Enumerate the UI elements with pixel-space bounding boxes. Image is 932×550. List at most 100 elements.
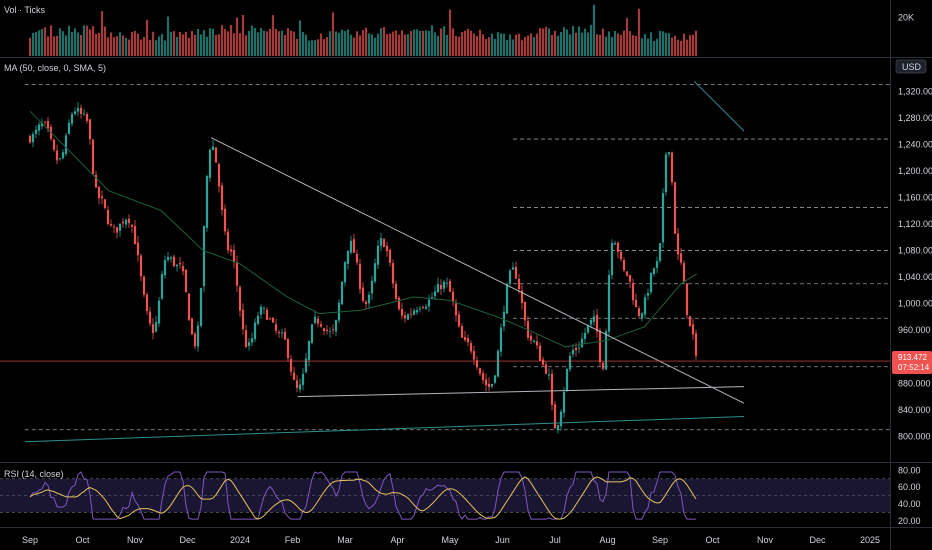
- volume-bar: [619, 34, 623, 56]
- candle-body: [655, 261, 659, 268]
- price-axis[interactable]: 1,320.000 1,280.000 1,240.000 1,200.000 1,16…: [898, 86, 932, 441]
- volume-bar: [73, 28, 77, 56]
- volume-bar: [304, 34, 308, 56]
- time-tick-label: Dec: [809, 535, 826, 545]
- volume-bar: [583, 28, 587, 56]
- candle-body: [370, 280, 374, 294]
- volume-bar: [289, 30, 293, 56]
- price-tick-label: 1,320.000: [898, 86, 932, 96]
- rsi-axis[interactable]: 80.00 60.00 40.00 20.00: [898, 465, 921, 525]
- volume-bar: [331, 12, 335, 56]
- volume-bar: [49, 25, 53, 56]
- volume-bar: [91, 26, 95, 56]
- volume-bar: [469, 30, 473, 56]
- volume-bar: [217, 34, 221, 56]
- candle-body: [451, 291, 455, 302]
- ma-legend[interactable]: MA (50, close, 0, SMA, 5): [4, 63, 106, 73]
- candle-body: [439, 284, 443, 289]
- candle-body: [628, 274, 632, 282]
- volume-bar: [265, 31, 269, 56]
- candle-body: [385, 245, 389, 252]
- volume-bar: [211, 28, 215, 56]
- candle-body: [193, 333, 197, 347]
- rsi-background: [0, 478, 890, 513]
- volume-bar: [499, 33, 503, 56]
- candle-body: [46, 121, 50, 129]
- volume-bar: [586, 32, 590, 56]
- candles: [28, 102, 698, 434]
- volume-legend[interactable]: Vol · Ticks: [4, 5, 46, 15]
- volume-bar: [127, 39, 131, 56]
- volume-bar: [298, 20, 302, 57]
- candle-body: [178, 263, 182, 265]
- time-tick-label: Nov: [127, 535, 144, 545]
- time-tick-label: Jun: [495, 535, 510, 545]
- candle-body: [40, 122, 44, 127]
- volume-bar: [148, 39, 152, 56]
- rsi-legend[interactable]: RSI (14, close): [4, 469, 64, 479]
- rsi-line: [29, 471, 696, 520]
- trendline: [693, 80, 745, 132]
- volume-axis[interactable]: 20K: [898, 12, 914, 22]
- volume-bar: [67, 25, 71, 56]
- volume-bar: [106, 37, 110, 56]
- candle-body: [358, 263, 362, 290]
- candle-body: [298, 384, 302, 390]
- candle-body: [622, 259, 626, 271]
- volume-bar: [523, 37, 527, 56]
- countdown-label: 07:52:14: [898, 363, 930, 372]
- volume-bar: [673, 35, 677, 56]
- candle-body: [445, 282, 449, 284]
- volume-bar: [397, 34, 401, 56]
- time-axis[interactable]: Sep Oct Nov Dec 2024 Feb Mar Apr May Jun Jul Aug Sep…: [22, 535, 880, 545]
- trendlines[interactable]: [24, 80, 745, 443]
- currency-badge[interactable]: USD: [895, 59, 927, 74]
- candle-body: [493, 375, 497, 383]
- candle-body: [139, 255, 143, 277]
- price-tick-label: 1,160.000: [898, 192, 932, 202]
- volume-bar: [427, 30, 431, 56]
- candle-body: [205, 176, 209, 228]
- candle-body: [403, 315, 407, 319]
- volume-bar: [355, 31, 359, 56]
- horizontal-levels[interactable]: [24, 84, 890, 431]
- candle-body: [352, 239, 356, 253]
- time-tick-label: May: [441, 535, 459, 545]
- volume-bar: [184, 31, 188, 56]
- volume-bar: [46, 36, 50, 56]
- candle-body: [160, 273, 164, 299]
- volume-bar: [247, 30, 251, 56]
- time-tick-label: 2025: [860, 535, 880, 545]
- volume-bar: [415, 29, 419, 56]
- candle-body: [217, 164, 221, 187]
- volume-bar: [154, 40, 158, 56]
- candle-body: [187, 293, 191, 321]
- candle-body: [76, 107, 80, 112]
- candle-body: [571, 349, 575, 355]
- volume-bar: [562, 27, 566, 56]
- candle-body: [388, 249, 392, 263]
- candle-body: [613, 243, 617, 245]
- volume-bar: [268, 28, 272, 56]
- volume-bar: [412, 29, 416, 56]
- volume-bar: [334, 31, 338, 56]
- volume-bar: [640, 38, 644, 56]
- trendline: [210, 137, 745, 404]
- price-tick-label: 960.000: [898, 325, 931, 335]
- rsi-tick-label: 80.00: [898, 465, 921, 475]
- candle-body: [610, 243, 614, 276]
- candle-body: [103, 199, 107, 208]
- candle-body: [433, 291, 437, 297]
- volume-bar: [688, 35, 692, 56]
- volume-bar: [283, 35, 287, 56]
- candle-body: [616, 242, 620, 252]
- volume-bar: [445, 34, 449, 56]
- candle-body: [373, 263, 377, 282]
- volume-bar: [646, 38, 650, 56]
- volume-bar: [208, 28, 212, 56]
- candle-body: [355, 253, 359, 263]
- candle-body: [508, 270, 512, 284]
- candle-body: [424, 306, 428, 309]
- candle-body: [346, 250, 350, 264]
